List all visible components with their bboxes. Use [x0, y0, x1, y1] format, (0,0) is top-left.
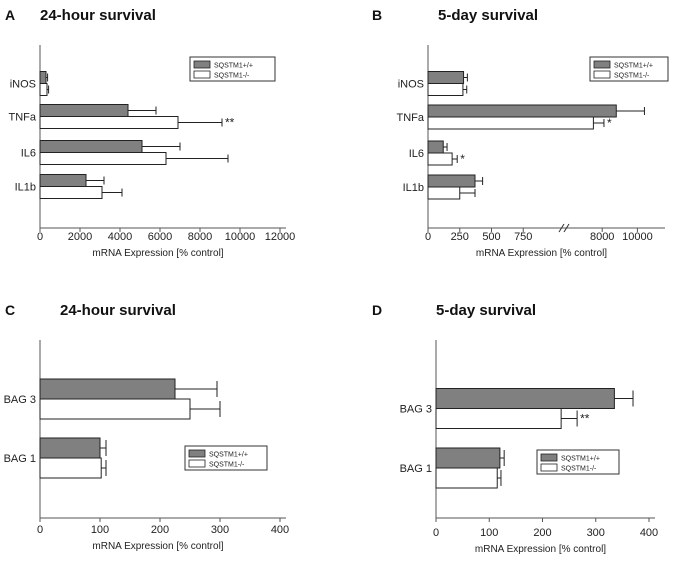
panel-a-bar [39, 152, 167, 165]
panel-b-bar [427, 104, 617, 118]
panel-a-bar [39, 71, 47, 84]
panel-a-x-tick-label: 8000 [188, 231, 212, 243]
panel-d-legend-label: SQSTM1+/+ [561, 456, 600, 463]
panel-d-x-tick-label: 200 [533, 527, 551, 539]
panel-d-letter: D [372, 302, 382, 318]
panel-c-title: 24-hour survival [60, 302, 176, 319]
panel-a-x-tick-label: 4000 [108, 231, 132, 243]
panel-b-x-tick-label: 750 [514, 231, 532, 243]
panel-c-legend-swatch [188, 449, 206, 458]
panel-b-bar [427, 174, 476, 188]
panel-b-bar [427, 71, 465, 84]
panel-b-category-label: IL1b [403, 182, 424, 194]
panel-b-category-label: IL6 [409, 148, 424, 160]
panel-b-significance-marker: * [607, 116, 612, 130]
panel-a-bar [39, 174, 87, 187]
panel-b-legend-swatch [593, 70, 611, 79]
panel-c-x-tick-label: 0 [37, 524, 43, 536]
panel-d-x-tick-label: 400 [640, 527, 658, 539]
panel-a-legend-swatch [193, 70, 211, 79]
panel-d-x-tick-label: 0 [433, 527, 439, 539]
panel-a-x-tick-label: 6000 [148, 231, 172, 243]
panel-b-x-tick-label: 10000 [622, 231, 653, 243]
panel-d-significance-marker: ** [580, 412, 590, 426]
panel-b-legend-label: SQSTM1-/- [614, 73, 650, 80]
panel-a-letter: A [5, 7, 15, 23]
panel-c-letter: C [5, 302, 15, 318]
panel-c-bar [39, 378, 176, 400]
panel-c-bar [39, 398, 191, 420]
panel-a-category-label: iNOS [10, 79, 36, 91]
panel-b-x-axis-label: mRNA Expression [% control] [476, 248, 607, 259]
panel-b-title: 5-day survival [438, 7, 538, 24]
panel-b-category-label: TNFa [397, 112, 425, 124]
panel-a-bar [39, 104, 129, 117]
panel-b-legend-swatch [593, 60, 611, 69]
panel-a-category-label: TNFa [9, 112, 37, 124]
panel-a-legend-swatch [193, 60, 211, 69]
panel-b-axis-break-mark [558, 223, 565, 233]
panel-d-x-tick-label: 100 [480, 527, 498, 539]
panel-c-legend-swatch [188, 459, 206, 468]
panel-a-x-axis-label: mRNA Expression [% control] [92, 248, 223, 259]
panel-c-legend-label: SQSTM1-/- [209, 462, 245, 469]
panel-a-legend-label: SQSTM1+/+ [214, 63, 253, 70]
panel-b-category-label: iNOS [398, 79, 424, 91]
panel-a-significance-marker: ** [225, 116, 235, 130]
panel-a-bar [39, 116, 179, 129]
panel-b-bar [427, 83, 464, 96]
panel-a-x-tick-label: 12000 [265, 231, 296, 243]
panel-b-legend-label: SQSTM1+/+ [614, 63, 653, 70]
panel-a-bar [39, 186, 103, 199]
panel-a-x-tick-label: 2000 [68, 231, 92, 243]
panel-b-bar [427, 186, 461, 200]
panel-d-bar [435, 408, 562, 429]
panel-a-category-label: IL6 [21, 148, 36, 160]
panel-b-axis-break-mark [563, 223, 570, 233]
panel-b-x-tick-label: 8000 [590, 231, 614, 243]
panel-d-title: 5-day survival [436, 302, 536, 319]
panel-a-x-tick-label: 10000 [225, 231, 256, 243]
panel-c-x-tick-label: 400 [271, 524, 289, 536]
panel-a-legend-label: SQSTM1-/- [214, 73, 250, 80]
panel-d-x-axis-label: mRNA Expression [% control] [475, 544, 606, 555]
panel-d-bar [435, 447, 501, 469]
panel-d-legend-swatch [540, 453, 558, 462]
panel-c-x-tick-label: 300 [211, 524, 229, 536]
panel-c-x-tick-label: 200 [151, 524, 169, 536]
panel-d-legend-label: SQSTM1-/- [561, 466, 597, 473]
panel-a-category-label: IL1b [15, 182, 36, 194]
panel-b-significance-marker: * [460, 152, 465, 166]
panel-a-bar [39, 83, 48, 96]
panel-c-category-label: BAG 1 [4, 453, 36, 465]
panel-c-bar [39, 457, 102, 479]
panel-b-x-tick-label: 0 [425, 231, 431, 243]
panel-c-legend-label: SQSTM1+/+ [209, 452, 248, 459]
panel-a-bar [39, 140, 143, 153]
panel-c-x-tick-label: 100 [91, 524, 109, 536]
panel-b-letter: B [372, 7, 382, 23]
panel-a-x-tick-label: 0 [37, 231, 43, 243]
panel-c-x-axis-label: mRNA Expression [% control] [92, 541, 223, 552]
panel-b-x-tick-label: 250 [451, 231, 469, 243]
panel-d-category-label: BAG 3 [400, 404, 432, 416]
panel-c-category-label: BAG 3 [4, 394, 36, 406]
panel-d-bar [435, 467, 498, 489]
panel-d-x-tick-label: 300 [587, 527, 605, 539]
panel-d-legend-swatch [540, 463, 558, 472]
panel-d-bar [435, 388, 615, 409]
panel-a-title: 24-hour survival [40, 7, 156, 24]
panel-c-bar [39, 437, 101, 459]
panel-b-bar [427, 140, 444, 154]
panel-b-x-tick-label: 500 [482, 231, 500, 243]
panel-b-bar [427, 152, 453, 166]
panel-d-category-label: BAG 1 [400, 463, 432, 475]
panel-b-bar [427, 116, 594, 130]
